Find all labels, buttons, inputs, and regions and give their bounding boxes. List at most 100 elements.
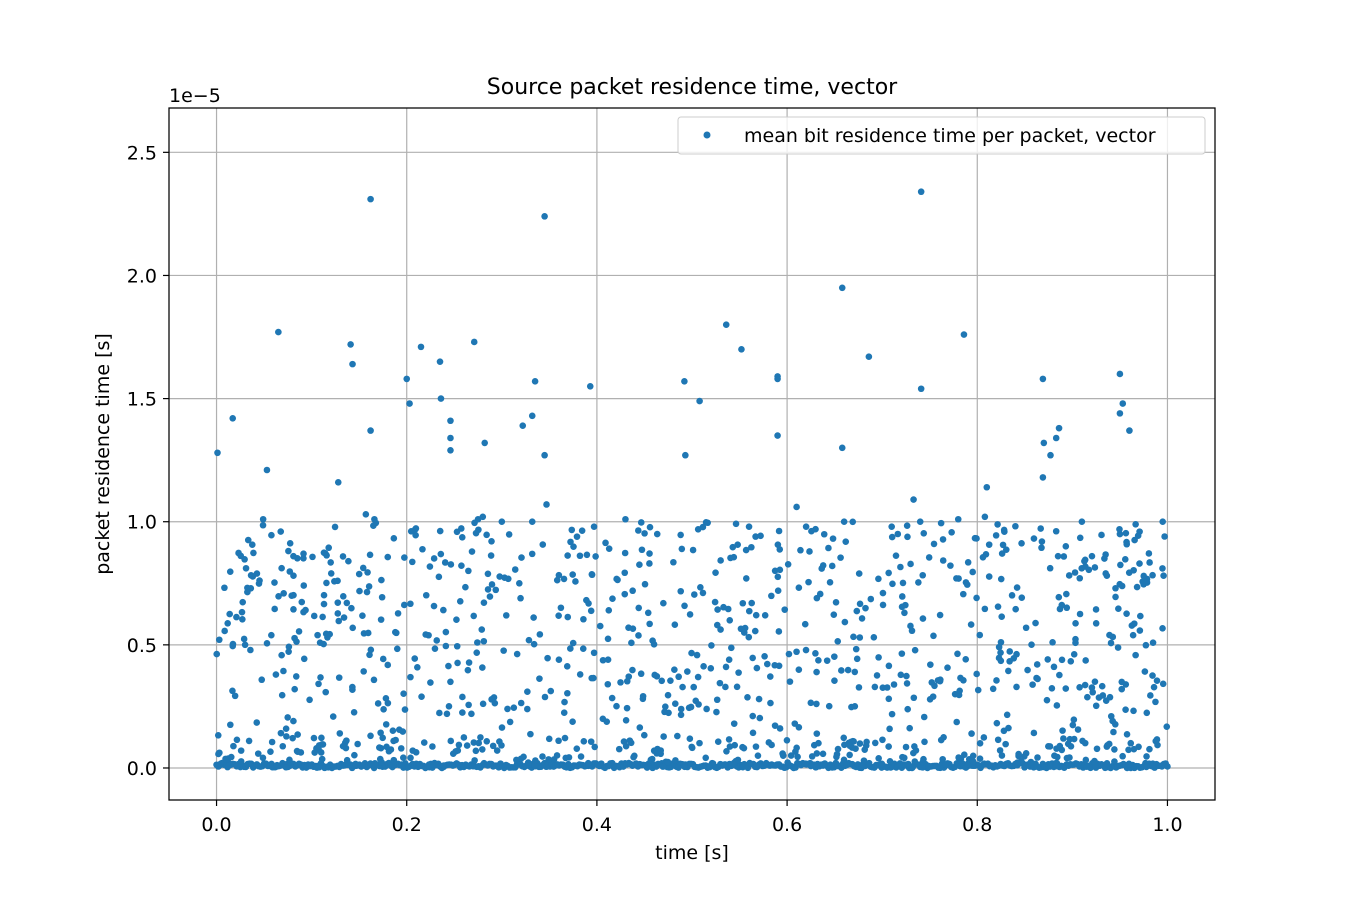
data-point bbox=[362, 511, 370, 518]
data-point bbox=[627, 739, 635, 747]
data-point bbox=[679, 683, 686, 691]
data-point bbox=[463, 742, 471, 749]
data-point bbox=[492, 586, 500, 594]
data-point bbox=[465, 567, 472, 575]
data-point bbox=[635, 632, 642, 639]
data-point bbox=[735, 669, 742, 676]
data-point bbox=[1056, 742, 1064, 750]
data-point bbox=[671, 700, 679, 707]
data-point bbox=[763, 660, 771, 668]
data-point bbox=[695, 701, 702, 708]
legend-marker bbox=[703, 131, 711, 139]
data-point bbox=[401, 554, 408, 561]
data-point bbox=[254, 750, 262, 757]
data-point bbox=[693, 651, 701, 659]
data-point bbox=[1067, 658, 1075, 665]
data-point bbox=[590, 523, 598, 530]
data-point bbox=[675, 673, 682, 681]
data-point bbox=[739, 763, 747, 771]
data-point bbox=[487, 552, 495, 559]
data-point bbox=[390, 756, 398, 764]
data-point bbox=[738, 346, 745, 353]
data-point bbox=[349, 683, 356, 691]
data-point bbox=[1121, 556, 1129, 563]
data-point bbox=[233, 736, 241, 744]
data-point bbox=[226, 610, 233, 618]
data-point bbox=[573, 745, 581, 752]
y-axis-label: packet residence time [s] bbox=[92, 333, 114, 575]
data-point bbox=[1081, 681, 1089, 689]
data-point bbox=[590, 674, 597, 682]
data-point bbox=[773, 761, 780, 769]
x-tick-label: 0.4 bbox=[582, 814, 612, 836]
data-point bbox=[752, 533, 759, 540]
data-point bbox=[981, 605, 989, 613]
data-point bbox=[994, 521, 1001, 528]
data-point bbox=[840, 518, 848, 526]
data-point bbox=[838, 667, 845, 674]
data-point bbox=[653, 530, 661, 538]
data-point bbox=[1127, 739, 1135, 747]
data-point bbox=[291, 685, 298, 693]
data-point bbox=[670, 558, 677, 566]
data-point bbox=[300, 550, 307, 558]
data-point bbox=[237, 747, 245, 754]
data-point bbox=[888, 533, 896, 541]
data-point bbox=[334, 610, 342, 617]
data-point bbox=[979, 553, 987, 561]
data-point bbox=[378, 593, 386, 601]
data-point bbox=[997, 649, 1004, 656]
data-point bbox=[623, 704, 631, 712]
data-point bbox=[531, 378, 539, 385]
data-point bbox=[310, 734, 318, 742]
data-point bbox=[1082, 657, 1089, 664]
data-point bbox=[393, 629, 400, 637]
data-point bbox=[576, 671, 584, 678]
chart-title: Source packet residence time, vector bbox=[487, 75, 898, 100]
data-point bbox=[1140, 572, 1148, 580]
data-point bbox=[832, 599, 840, 606]
data-point bbox=[374, 700, 382, 707]
data-point bbox=[694, 525, 702, 533]
data-point bbox=[675, 764, 682, 771]
data-point bbox=[1111, 758, 1118, 765]
data-point bbox=[939, 557, 947, 564]
data-point bbox=[1092, 620, 1100, 627]
data-point bbox=[792, 748, 799, 755]
data-point bbox=[586, 382, 594, 390]
data-point bbox=[629, 587, 636, 595]
data-point bbox=[807, 699, 815, 707]
data-point bbox=[431, 645, 439, 652]
data-point bbox=[775, 628, 783, 635]
data-point bbox=[306, 696, 313, 704]
data-point bbox=[1030, 535, 1038, 542]
data-point bbox=[470, 739, 478, 746]
data-point bbox=[915, 579, 922, 586]
data-point bbox=[479, 664, 486, 671]
data-point bbox=[501, 574, 508, 581]
data-point bbox=[1091, 564, 1099, 571]
data-point bbox=[920, 713, 928, 721]
data-point bbox=[962, 579, 970, 586]
data-point bbox=[840, 756, 848, 764]
data-point bbox=[717, 761, 725, 768]
data-point bbox=[662, 703, 669, 711]
data-point bbox=[733, 683, 741, 691]
data-point bbox=[734, 756, 742, 764]
data-point bbox=[1133, 583, 1141, 591]
data-point bbox=[1111, 746, 1118, 753]
data-point bbox=[954, 650, 961, 658]
data-point bbox=[283, 733, 290, 740]
data-point bbox=[1116, 525, 1123, 533]
data-point bbox=[478, 746, 486, 753]
data-point bbox=[921, 738, 928, 746]
data-point bbox=[855, 570, 863, 577]
data-point bbox=[1142, 641, 1150, 649]
data-point bbox=[903, 672, 910, 680]
data-point bbox=[325, 544, 333, 552]
data-point bbox=[1143, 763, 1150, 771]
data-point bbox=[678, 545, 686, 553]
data-point bbox=[730, 720, 738, 727]
data-point bbox=[630, 753, 637, 761]
data-point bbox=[412, 531, 419, 539]
